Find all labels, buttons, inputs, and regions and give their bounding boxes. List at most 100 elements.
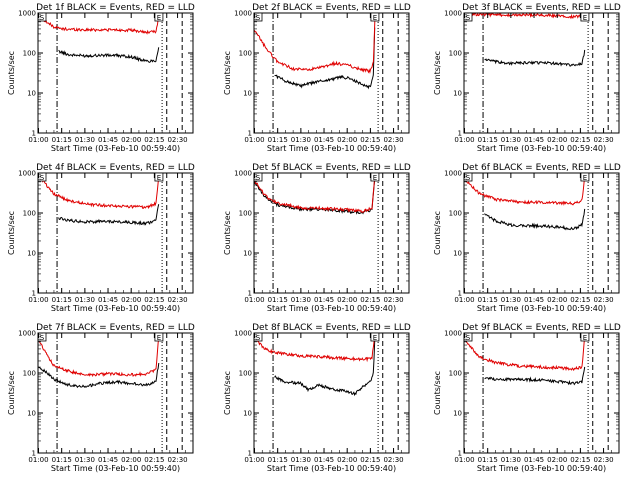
x-tick-label: 02:15 bbox=[144, 296, 164, 304]
marker-box bbox=[580, 332, 590, 342]
y-tick-label: 1 bbox=[458, 450, 462, 458]
marker-s: S bbox=[256, 174, 261, 182]
x-tick-label: 01:30 bbox=[501, 296, 521, 304]
x-tick-label: 02:30 bbox=[383, 136, 403, 144]
y-axis-label: Counts/sec bbox=[433, 211, 442, 255]
y-tick-label: 100 bbox=[239, 50, 252, 58]
y-axis-label: Counts/sec bbox=[7, 51, 16, 95]
x-tick-label: 01:00 bbox=[454, 296, 474, 304]
x-tick-label: 01:00 bbox=[454, 456, 474, 464]
y-axis-label: Counts/sec bbox=[223, 51, 232, 95]
x-tick-label: 01:45 bbox=[524, 456, 544, 464]
series-events-line bbox=[58, 204, 160, 226]
y-tick-label: 100 bbox=[23, 210, 36, 218]
chart-title: Det 4f BLACK = Events, RED = LLD bbox=[36, 163, 195, 173]
series-lld-line bbox=[38, 13, 160, 35]
x-tick-label: 02:30 bbox=[383, 296, 403, 304]
x-tick-label: 02:00 bbox=[121, 456, 141, 464]
x-tick-label: 01:30 bbox=[291, 136, 311, 144]
series-lld-line bbox=[464, 13, 585, 20]
marker-e: E bbox=[157, 14, 161, 22]
series-events-line bbox=[274, 340, 376, 397]
y-tick-label: 10 bbox=[243, 90, 252, 98]
x-axis-label: Start Time (03-Feb-10 00:59:40) bbox=[51, 464, 180, 473]
plot-area bbox=[38, 333, 183, 453]
x-tick-label: 01:00 bbox=[28, 456, 48, 464]
x-tick-label: 02:30 bbox=[383, 456, 403, 464]
plot-area bbox=[254, 173, 399, 293]
y-axis-label: Counts/sec bbox=[433, 371, 442, 415]
series-events-line bbox=[484, 366, 586, 386]
y-tick-label: 1000 bbox=[234, 10, 252, 18]
x-tick-label: 02:30 bbox=[167, 296, 187, 304]
y-tick-label: 10 bbox=[243, 410, 252, 418]
x-tick-label: 02:00 bbox=[121, 296, 141, 304]
y-tick-label: 10 bbox=[27, 90, 36, 98]
plot-frame bbox=[37, 12, 194, 134]
marker-s: S bbox=[40, 174, 45, 182]
marker-s: S bbox=[466, 174, 471, 182]
y-tick-label: 1000 bbox=[444, 170, 462, 178]
y-tick-label: 100 bbox=[239, 210, 252, 218]
chart-title: Det 6f BLACK = Events, RED = LLD bbox=[462, 163, 621, 173]
marker-e: E bbox=[373, 174, 377, 182]
x-tick-label: 01:00 bbox=[28, 136, 48, 144]
y-tick-label: 10 bbox=[27, 250, 36, 258]
y-axis-label: Counts/sec bbox=[7, 371, 16, 415]
x-tick-label: 01:30 bbox=[501, 456, 521, 464]
y-axis-label: Counts/sec bbox=[433, 51, 442, 95]
series-events-line bbox=[38, 362, 160, 389]
x-tick-label: 01:15 bbox=[52, 456, 72, 464]
chart-title: Det 3f BLACK = Events, RED = LLD bbox=[462, 3, 621, 13]
marker-s: S bbox=[466, 14, 471, 22]
series-events-line bbox=[484, 208, 586, 231]
x-tick-label: 02:30 bbox=[593, 136, 613, 144]
x-tick-label: 01:15 bbox=[268, 296, 288, 304]
y-tick-label: 1000 bbox=[234, 330, 252, 338]
x-tick-label: 02:00 bbox=[547, 296, 567, 304]
marker-s: S bbox=[40, 14, 45, 22]
y-tick-label: 100 bbox=[449, 50, 462, 58]
y-tick-label: 1 bbox=[32, 290, 36, 298]
chart-title: Det 2f BLACK = Events, RED = LLD bbox=[252, 3, 411, 13]
plot-area bbox=[38, 13, 183, 133]
series-lld-line bbox=[464, 335, 586, 372]
series-lld-line bbox=[254, 21, 376, 74]
chart-title: Det 7f BLACK = Events, RED = LLD bbox=[36, 323, 195, 333]
y-tick-label: 1000 bbox=[18, 330, 36, 338]
marker-box bbox=[154, 12, 164, 22]
y-axis-label: Counts/sec bbox=[223, 211, 232, 255]
x-tick-label: 02:00 bbox=[337, 296, 357, 304]
x-tick-label: 01:00 bbox=[244, 456, 264, 464]
plot-frame bbox=[253, 12, 410, 134]
y-tick-label: 100 bbox=[23, 370, 36, 378]
x-tick-label: 01:45 bbox=[314, 456, 334, 464]
plot-frame bbox=[463, 332, 620, 454]
x-axis-label: Start Time (03-Feb-10 00:59:40) bbox=[267, 464, 396, 473]
x-tick-label: 01:00 bbox=[244, 296, 264, 304]
x-tick-label: 01:00 bbox=[28, 296, 48, 304]
series-lld-line bbox=[464, 174, 586, 206]
x-tick-label: 02:15 bbox=[360, 456, 380, 464]
marker-e: E bbox=[583, 174, 587, 182]
series-events-line bbox=[274, 27, 376, 90]
x-axis-label: Start Time (03-Feb-10 00:59:40) bbox=[267, 304, 396, 313]
y-tick-label: 1 bbox=[32, 130, 36, 138]
x-tick-label: 01:45 bbox=[524, 136, 544, 144]
marker-box bbox=[154, 332, 164, 342]
y-tick-label: 10 bbox=[453, 250, 462, 258]
x-axis-label: Start Time (03-Feb-10 00:59:40) bbox=[477, 304, 606, 313]
x-tick-label: 01:45 bbox=[314, 136, 334, 144]
x-tick-label: 01:15 bbox=[268, 456, 288, 464]
plot-frame bbox=[37, 332, 194, 454]
x-tick-label: 02:00 bbox=[337, 456, 357, 464]
marker-s: S bbox=[466, 334, 471, 342]
y-tick-label: 10 bbox=[453, 90, 462, 98]
x-tick-label: 02:15 bbox=[570, 136, 590, 144]
y-tick-label: 1000 bbox=[18, 170, 36, 178]
x-tick-label: 01:15 bbox=[478, 456, 498, 464]
y-tick-label: 1 bbox=[32, 450, 36, 458]
